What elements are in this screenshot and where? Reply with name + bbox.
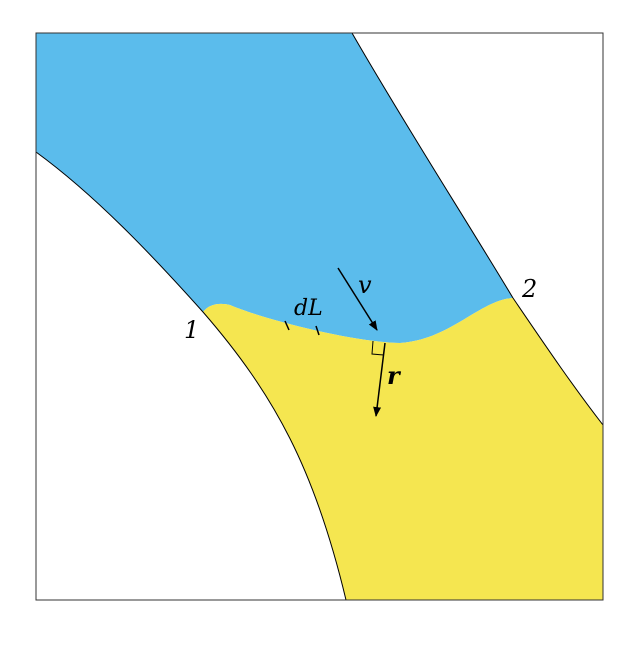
segment-dl-label: dL	[294, 296, 323, 321]
velocity-arrow	[337, 267, 378, 331]
lower-fluid-region	[203, 298, 603, 600]
outer-wall-curve	[351, 32, 604, 426]
point-1-label: 1	[184, 316, 199, 344]
dl-tick-right	[315, 325, 320, 336]
inner-wall-curve	[35, 151, 347, 601]
point-2-label: 2	[521, 275, 537, 303]
velocity-label: v	[358, 271, 372, 299]
dl-tick-left	[284, 320, 290, 331]
radius-label: r	[387, 361, 402, 390]
right-angle-marker	[371, 340, 385, 356]
upper-fluid-region	[36, 33, 513, 343]
frame-border	[35, 32, 604, 601]
